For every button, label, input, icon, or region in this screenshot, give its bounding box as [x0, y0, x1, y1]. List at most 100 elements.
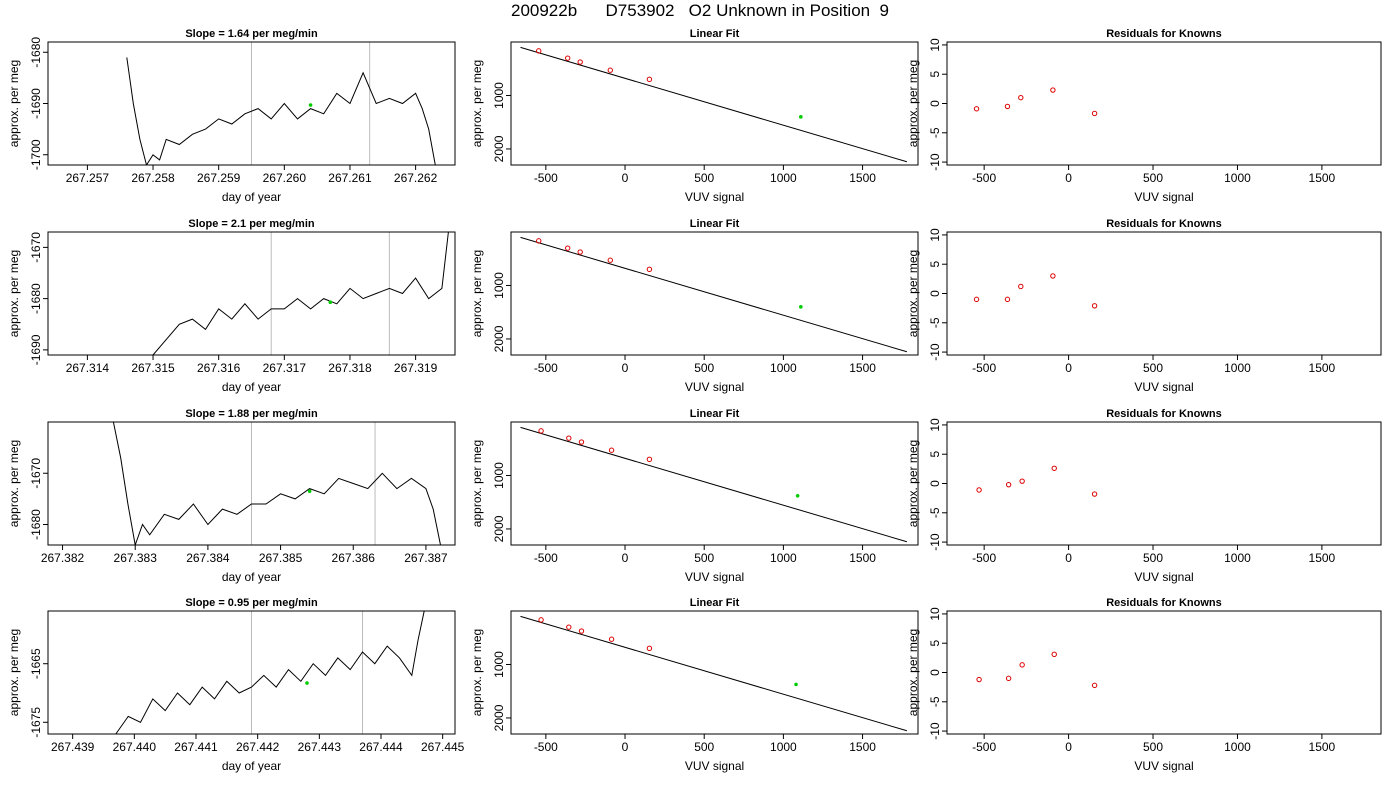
- x-axis-label: day of year: [222, 380, 281, 394]
- x-tick-label: 267.440: [113, 740, 157, 754]
- x-tick-label: 500: [694, 171, 714, 185]
- chart-title: Residuals for Knowns: [1106, 597, 1222, 609]
- x-tick-label: 1000: [770, 551, 797, 565]
- residual-point: [1004, 296, 1011, 303]
- x-tick-label: 267.442: [236, 740, 280, 754]
- x-tick-label: 0: [622, 740, 629, 754]
- x-axis-label: VUV signal: [685, 190, 744, 204]
- y-tick-label: -1690: [29, 334, 43, 365]
- plot-content: [520, 615, 908, 732]
- known-point: [536, 238, 542, 244]
- y-tick-label: 1000: [492, 82, 506, 109]
- panel-fit-3: Linear Fit -500 0 500 1000 1500 VUV signal 2000…: [470, 408, 919, 584]
- y-tick-label: -5: [928, 507, 942, 518]
- known-point: [578, 439, 585, 445]
- y-tick-label: 2000: [492, 135, 506, 162]
- residual-point: [1051, 465, 1057, 471]
- x-tick-label: 500: [1143, 740, 1163, 754]
- plot-content: [973, 273, 1098, 309]
- y-tick-label: -10: [928, 343, 942, 361]
- panel-fit-4: Linear Fit -500 0 500 1000 1500 VUV signal 2000…: [470, 597, 919, 773]
- known-point: [646, 266, 653, 273]
- x-tick-label: 267.443: [298, 740, 342, 754]
- known-point: [607, 67, 613, 73]
- x-tick-label: 267.262: [394, 171, 438, 185]
- known-point: [607, 257, 613, 263]
- x-axis-label: VUV signal: [685, 380, 744, 394]
- unknown-point: [795, 494, 800, 498]
- x-tick-label: 267.384: [186, 551, 230, 565]
- series-line: [152, 232, 449, 355]
- y-tick-label: -1680: [29, 509, 43, 540]
- residual-point: [976, 676, 982, 683]
- plot-content: [976, 651, 1098, 689]
- residual-point: [1004, 103, 1011, 110]
- y-tick-label: 0: [928, 669, 942, 676]
- x-tick-label: -500: [534, 551, 558, 565]
- x-tick-label: -500: [534, 740, 558, 754]
- plot-frame: [47, 421, 456, 546]
- x-tick-label: 267.316: [197, 361, 241, 375]
- x-tick-label: 0: [1065, 740, 1072, 754]
- y-tick-label: 10: [928, 228, 942, 242]
- x-axis-label: day of year: [222, 570, 281, 584]
- plot-frame: [946, 41, 1382, 166]
- chart-title: Linear Fit: [690, 597, 740, 609]
- plot-content: [152, 232, 449, 355]
- residual-point: [973, 296, 980, 303]
- x-tick-label: 0: [1065, 551, 1072, 565]
- page-title: 200922b D753902 O2 Unknown in Position 9: [510, 1, 890, 20]
- y-tick-label: 0: [928, 290, 942, 297]
- residual-point: [1050, 87, 1056, 93]
- x-axis-label: day of year: [222, 190, 281, 204]
- y-tick-label: -1680: [29, 37, 43, 68]
- x-tick-label: 267.444: [359, 740, 403, 754]
- series-line: [112, 422, 441, 545]
- y-tick-label: 2000: [492, 325, 506, 352]
- panel-residuals-2: Residuals for Knowns -500 0 500 1000 1500 VUV …: [906, 218, 1382, 394]
- x-tick-label: 267.259: [197, 171, 241, 185]
- residual-point: [1091, 303, 1098, 309]
- residual-point: [976, 487, 982, 493]
- x-axis-label: VUV signal: [1134, 190, 1193, 204]
- y-axis-label: approx. per meg: [7, 250, 21, 337]
- chart-title: Slope = 0.95 per meg/min: [185, 597, 318, 609]
- y-axis-label: approx. per meg: [470, 629, 484, 716]
- known-point: [564, 55, 571, 61]
- x-axis-label: day of year: [222, 759, 281, 773]
- y-tick-label: -5: [928, 127, 942, 138]
- plot-frame: [510, 421, 919, 546]
- x-tick-label: 500: [694, 361, 714, 375]
- x-tick-label: 267.383: [114, 551, 158, 565]
- y-tick-label: 1000: [492, 462, 506, 489]
- plot-frame: [510, 610, 919, 735]
- y-tick-label: 10: [928, 418, 942, 432]
- y-axis-label: approx. per meg: [7, 629, 21, 716]
- x-tick-label: 1000: [770, 361, 797, 375]
- y-tick-label: -1680: [29, 283, 43, 314]
- x-tick-label: 267.315: [131, 361, 175, 375]
- y-tick-label: -1675: [29, 707, 43, 738]
- residual-point: [973, 106, 980, 112]
- chart-title: Linear Fit: [690, 28, 740, 40]
- y-tick-label: 5: [928, 261, 942, 268]
- x-tick-label: 1000: [1224, 740, 1251, 754]
- y-tick-label: 0: [928, 100, 942, 107]
- unknown-point: [799, 115, 803, 119]
- plot-content: [520, 236, 908, 353]
- x-tick-label: 267.441: [174, 740, 218, 754]
- plot-content: [115, 611, 425, 734]
- panel-fit-1: Linear Fit -500 0 500 1000 1500 VUV signal 2000…: [470, 28, 919, 204]
- unknown-point: [799, 305, 803, 309]
- x-tick-label: 0: [1065, 171, 1072, 185]
- x-tick-label: 500: [1143, 171, 1163, 185]
- known-point: [577, 59, 583, 65]
- residual-point: [1018, 94, 1024, 101]
- fit-line: [520, 615, 908, 732]
- x-tick-label: -500: [972, 171, 996, 185]
- unknown-marker: [307, 489, 312, 493]
- x-tick-label: 1000: [1224, 361, 1251, 375]
- y-tick-label: -10: [928, 722, 942, 740]
- residual-point: [1050, 273, 1056, 279]
- x-axis-label: VUV signal: [1134, 759, 1193, 773]
